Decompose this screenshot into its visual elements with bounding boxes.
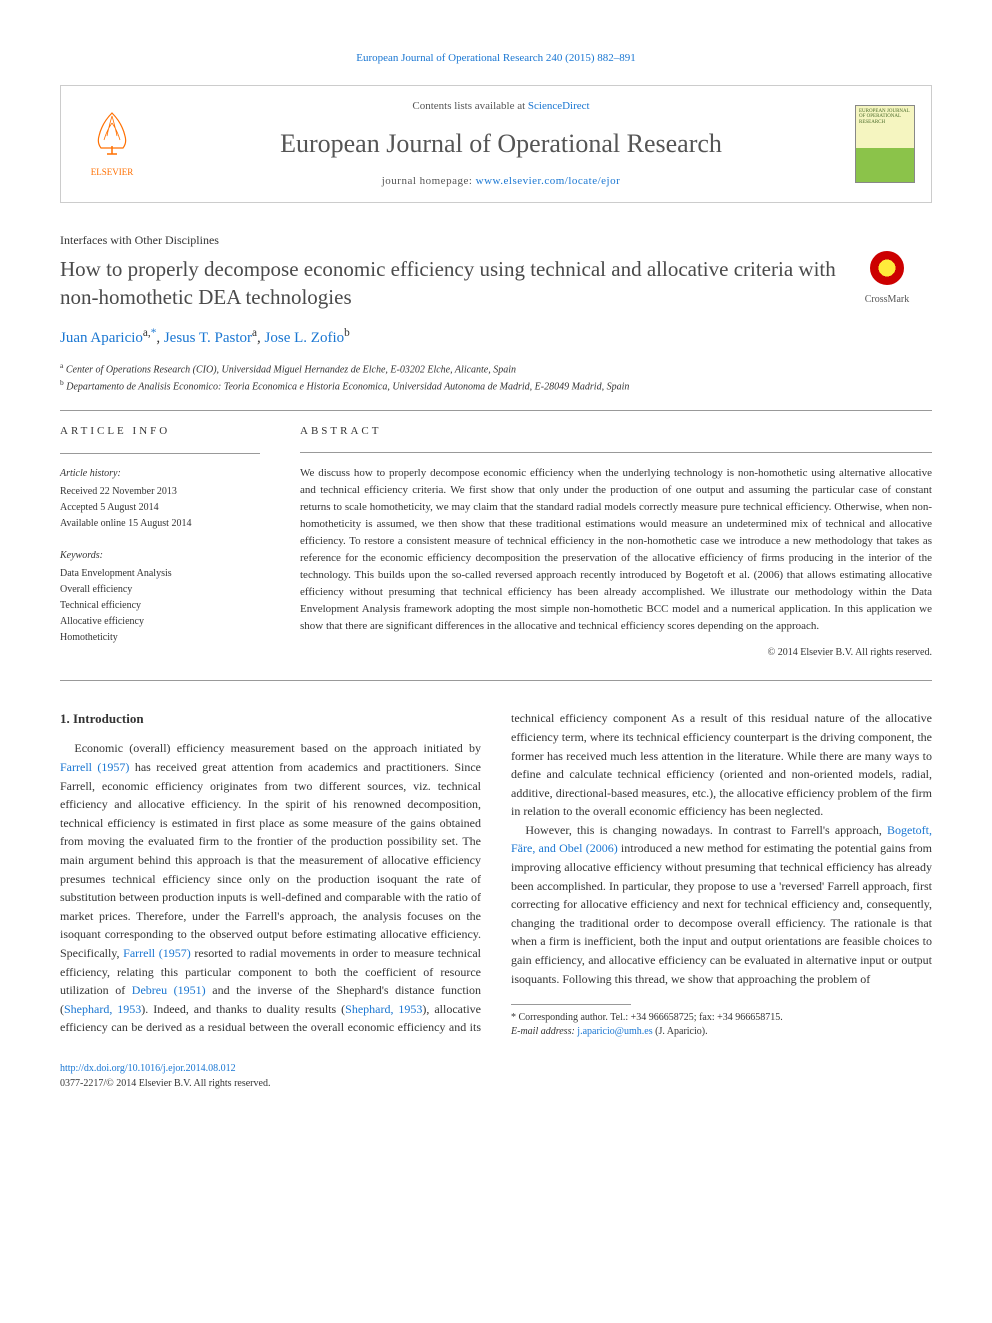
crossmark-badge[interactable]: CrossMark xyxy=(842,251,932,308)
email-label: E-mail address: xyxy=(511,1026,577,1037)
affiliations: a Center of Operations Research (CIO), U… xyxy=(60,360,932,395)
journal-homepage: journal homepage: www.elsevier.com/locat… xyxy=(147,173,855,190)
journal-box: ELSEVIER Contents lists available at Sci… xyxy=(60,85,932,203)
citation-link[interactable]: Farrell (1957) xyxy=(60,760,129,774)
divider xyxy=(60,680,932,681)
page-footer: http://dx.doi.org/10.1016/j.ejor.2014.08… xyxy=(60,1061,932,1091)
journal-name: European Journal of Operational Research xyxy=(147,124,855,163)
history-accepted: Accepted 5 August 2014 xyxy=(60,500,260,516)
email-link[interactable]: j.aparicio@umh.es xyxy=(577,1026,652,1037)
section-label: Interfaces with Other Disciplines xyxy=(60,231,932,249)
author-link-2[interactable]: Jesus T. Pastor xyxy=(164,330,252,346)
citation-header: European Journal of Operational Research… xyxy=(60,50,932,67)
affiliation-a: Center of Operations Research (CIO), Uni… xyxy=(66,364,516,375)
section-1-heading: 1. Introduction xyxy=(60,709,481,729)
keyword: Overall efficiency xyxy=(60,582,260,598)
footnote-separator xyxy=(511,1004,631,1005)
contents-line: Contents lists available at ScienceDirec… xyxy=(147,98,855,115)
elsevier-logo: ELSEVIER xyxy=(77,108,147,180)
authors-line: Juan Aparicioa,*, Jesus T. Pastora, Jose… xyxy=(60,325,932,350)
article-info-column: article info Article history: Received 2… xyxy=(60,423,260,660)
history-available: Available online 15 August 2014 xyxy=(60,516,260,532)
keyword: Technical efficiency xyxy=(60,598,260,614)
abstract-heading: abstract xyxy=(300,423,932,440)
divider xyxy=(60,410,932,411)
corresponding-author-footnote: * Corresponding author. Tel.: +34 966658… xyxy=(511,1011,932,1025)
article-info-heading: article info xyxy=(60,423,260,441)
history-received: Received 22 November 2013 xyxy=(60,484,260,500)
keyword: Allocative efficiency xyxy=(60,614,260,630)
abstract-column: abstract We discuss how to properly deco… xyxy=(300,423,932,660)
citation-link[interactable]: Farrell (1957) xyxy=(123,946,191,960)
keyword: Data Envelopment Analysis xyxy=(60,566,260,582)
author-link-3[interactable]: Jose L. Zofio xyxy=(265,330,345,346)
history-heading: Article history: xyxy=(60,466,260,482)
crossmark-label: CrossMark xyxy=(842,292,932,307)
abstract-text: We discuss how to properly decompose eco… xyxy=(300,465,932,635)
journal-cover-thumbnail: EUROPEAN JOURNAL OF OPERATIONAL RESEARCH xyxy=(855,105,915,183)
issn-copyright: 0377-2217/© 2014 Elsevier B.V. All right… xyxy=(60,1076,932,1091)
author-link-1[interactable]: Juan Aparicio xyxy=(60,330,143,346)
affiliation-b: Departamento de Analisis Economico: Teor… xyxy=(66,381,629,392)
keywords-heading: Keywords: xyxy=(60,548,260,564)
journal-homepage-link[interactable]: www.elsevier.com/locate/ejor xyxy=(476,175,621,187)
body-paragraph: However, this is changing nowadays. In c… xyxy=(511,821,932,988)
citation-link[interactable]: European Journal of Operational Research… xyxy=(356,52,636,64)
citation-link[interactable]: Shephard, 1953 xyxy=(345,1002,422,1016)
body-columns: 1. Introduction Economic (overall) effic… xyxy=(60,709,932,1039)
keyword: Homotheticity xyxy=(60,630,260,646)
abstract-copyright: © 2014 Elsevier B.V. All rights reserved… xyxy=(300,645,932,660)
email-suffix: (J. Aparicio). xyxy=(653,1026,708,1037)
crossmark-icon xyxy=(870,251,904,285)
elsevier-label: ELSEVIER xyxy=(77,166,147,180)
citation-link[interactable]: Shephard, 1953 xyxy=(64,1002,141,1016)
sciencedirect-link[interactable]: ScienceDirect xyxy=(528,100,590,112)
citation-link[interactable]: Debreu (1951) xyxy=(132,983,206,997)
elsevier-tree-icon xyxy=(87,108,137,158)
article-title: How to properly decompose economic effic… xyxy=(60,255,932,312)
doi-link[interactable]: http://dx.doi.org/10.1016/j.ejor.2014.08… xyxy=(60,1063,236,1074)
footnote: * Corresponding author. Tel.: +34 966658… xyxy=(511,1011,932,1039)
